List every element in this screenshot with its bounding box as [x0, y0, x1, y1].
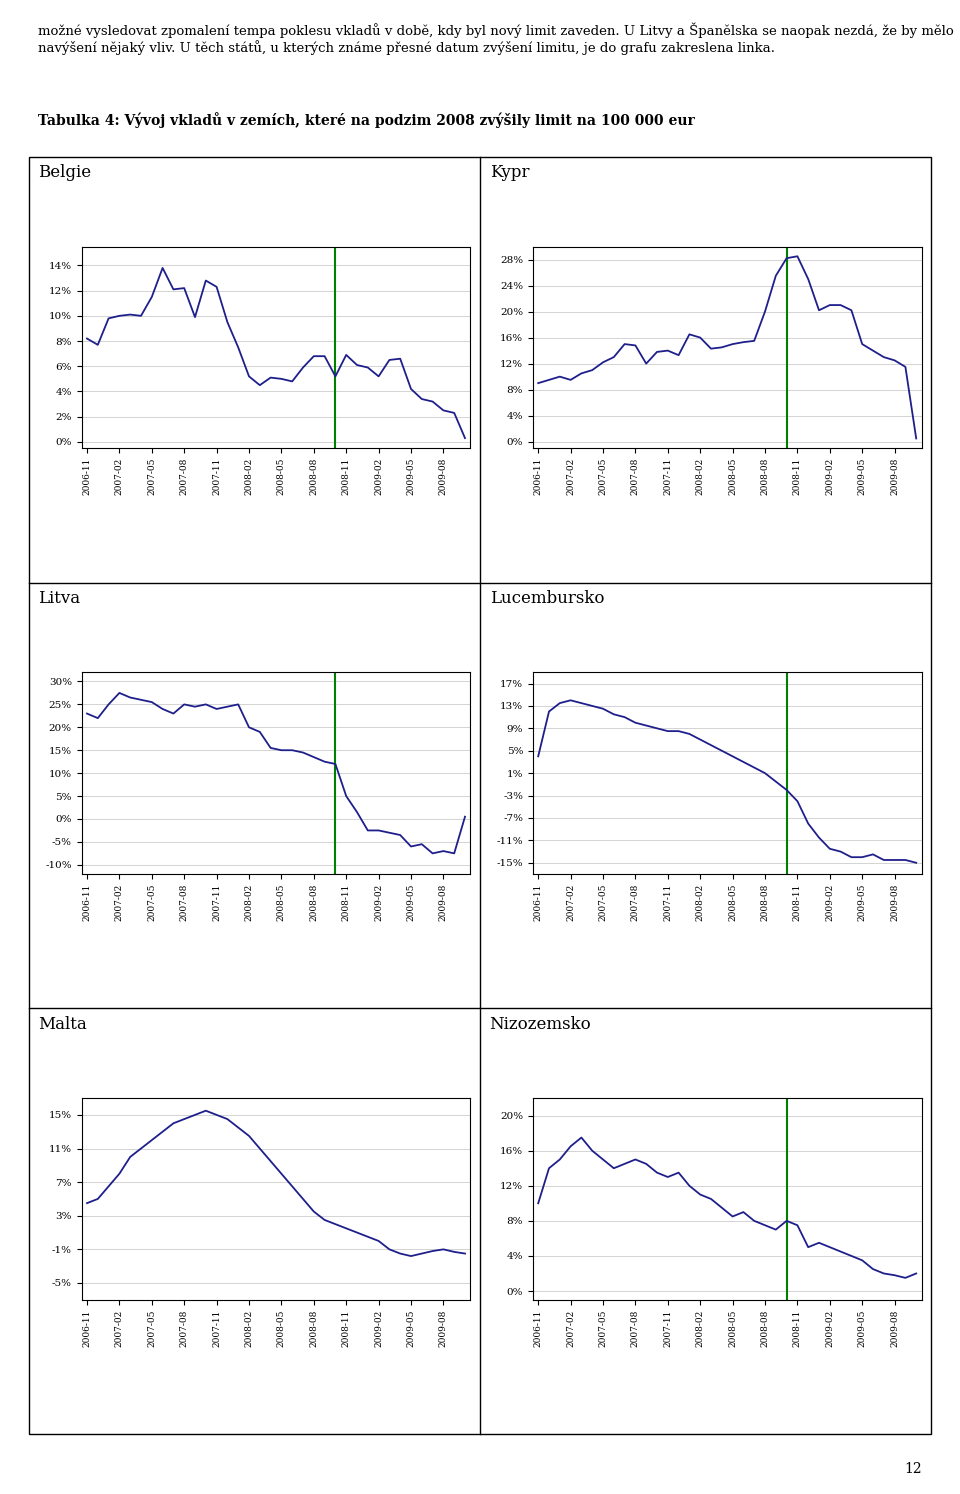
- Text: Malta: Malta: [38, 1016, 87, 1032]
- Text: Lucembursko: Lucembursko: [490, 590, 604, 607]
- Text: 12: 12: [904, 1463, 922, 1476]
- Text: Nizozemsko: Nizozemsko: [490, 1016, 591, 1032]
- Text: Litva: Litva: [38, 590, 81, 607]
- Text: Tabulka 4: Vývoj vkladů v zemích, které na podzim 2008 zvýšily limit na 100 000 : Tabulka 4: Vývoj vkladů v zemích, které …: [38, 112, 695, 128]
- Text: Kypr: Kypr: [490, 164, 529, 181]
- Text: Belgie: Belgie: [38, 164, 91, 181]
- Text: možné vysledovat zpomalení tempa poklesu vkladů v době, kdy byl nový limit zaved: možné vysledovat zpomalení tempa poklesu…: [38, 22, 954, 55]
